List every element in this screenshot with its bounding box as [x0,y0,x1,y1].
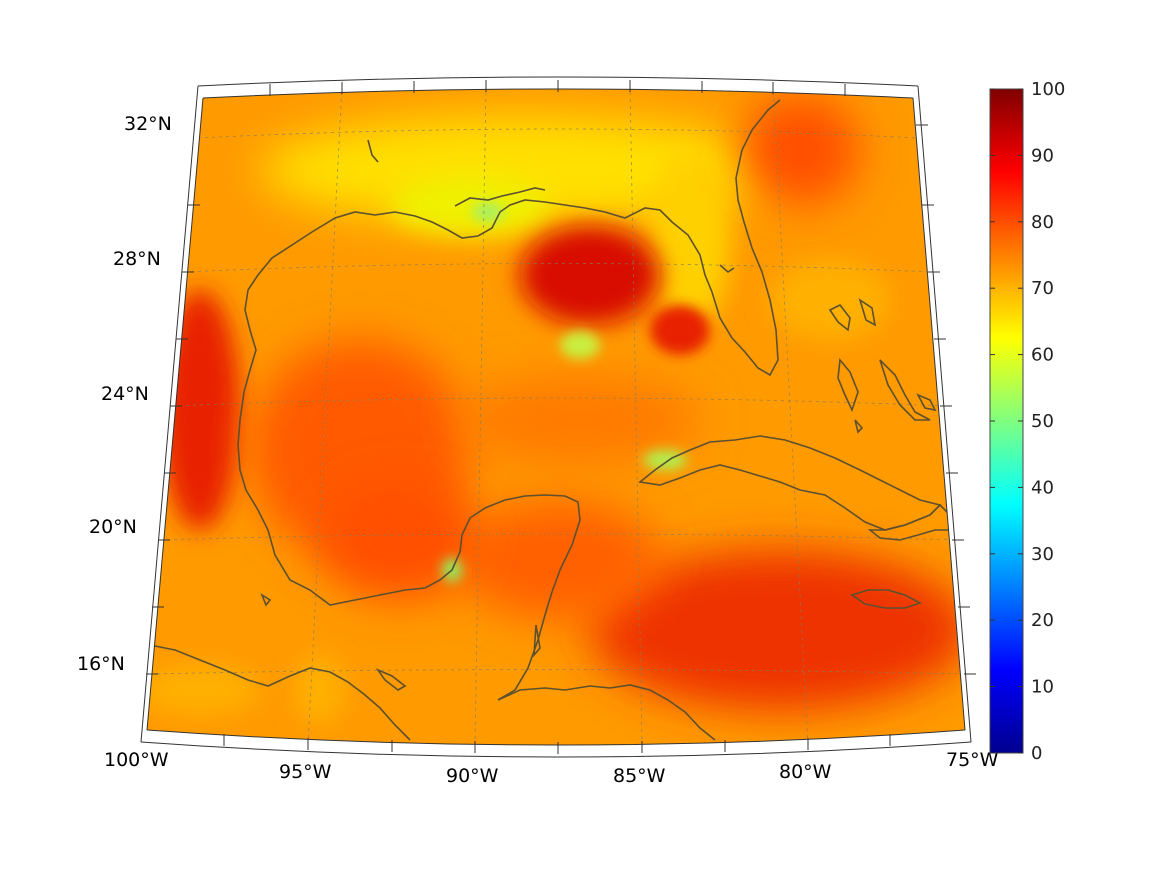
colorbar-tick-label: 100 [1031,79,1065,100]
lon-label: 80°W [779,761,832,783]
colorbar-tick-label: 0 [1031,743,1042,764]
graticule [149,89,965,745]
colorbar-tick-label: 80 [1031,212,1054,233]
lon-label: 90°W [446,765,499,787]
colorbar-tick-label: 10 [1031,677,1054,698]
longitude-labels: 100°W 95°W 90°W 85°W 80°W 75°W [104,749,999,787]
colorbar-tick-label: 20 [1031,610,1054,631]
lat-label: 16°N [77,653,125,675]
colorbar-tick-label: 70 [1031,278,1054,299]
lat-label: 28°N [113,248,161,270]
lat-label: 32°N [124,113,172,135]
colorbar-tick-label: 60 [1031,345,1054,366]
lon-label: 85°W [613,765,666,787]
colorbar-tick-label: 30 [1031,544,1054,565]
map-frame [140,76,972,758]
lat-label: 20°N [89,516,137,538]
lon-label: 75°W [946,749,999,771]
data-field [147,89,965,745]
colorbar-tick-label: 50 [1031,411,1054,432]
frame-ticks [146,80,976,754]
latitude-labels: 32°N 28°N 24°N 20°N 16°N [77,113,172,675]
coastlines [149,99,956,741]
colorbar-tick-label: 40 [1031,477,1054,498]
lon-label: 100°W [104,749,169,771]
colorbar-tick-label: 90 [1031,145,1054,166]
lon-label: 95°W [279,761,332,783]
lat-label: 24°N [101,383,149,405]
